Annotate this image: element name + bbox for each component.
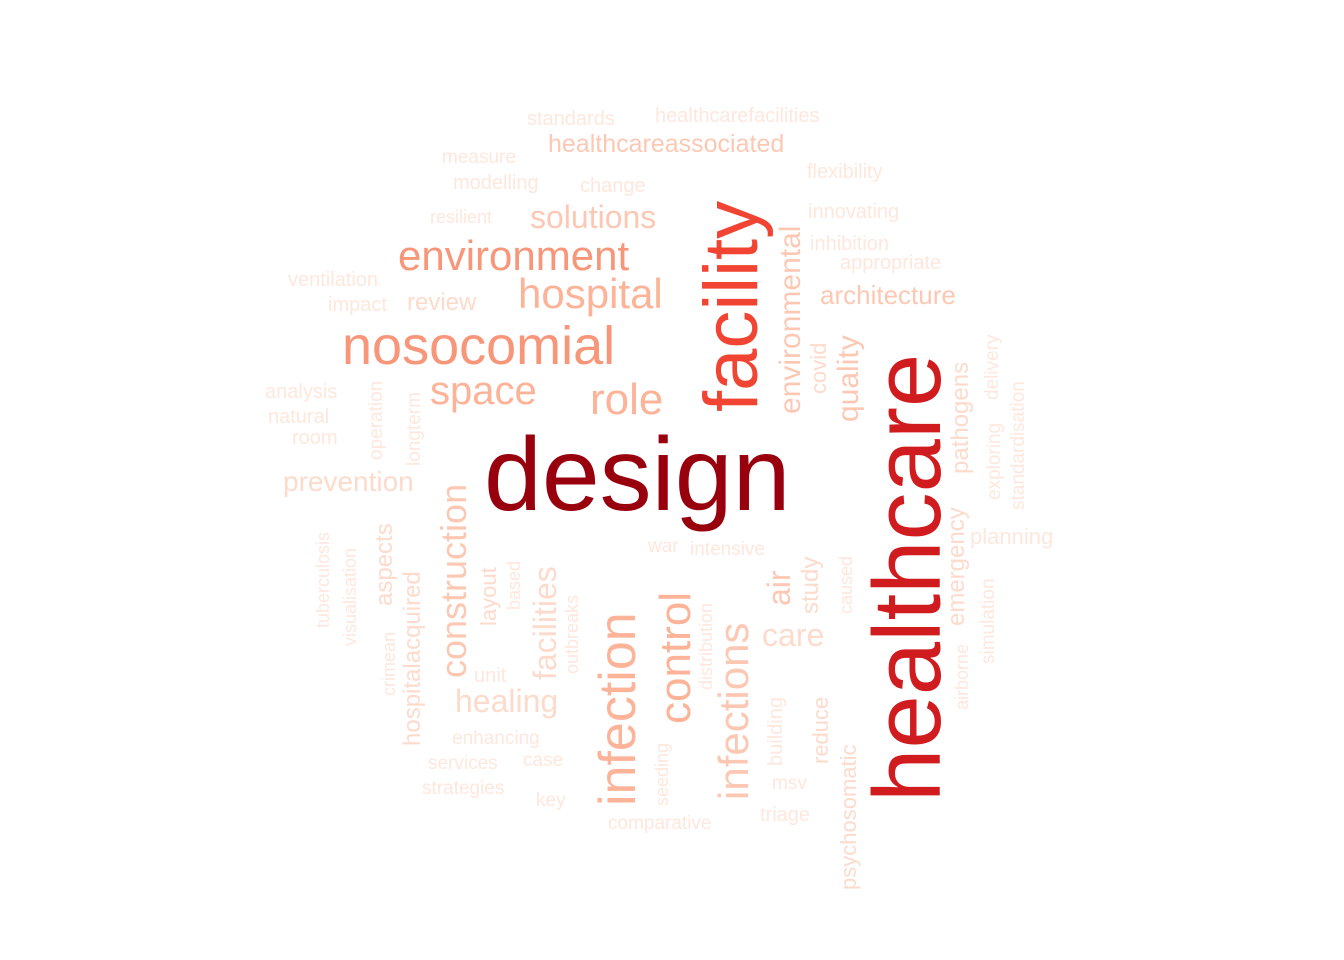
word-healthcarefacilities: healthcarefacilities (655, 105, 820, 127)
word-healthcare: healthcare (854, 354, 961, 802)
word-emergency: emergency (943, 507, 970, 626)
word-covid: covid (806, 343, 831, 394)
word-change: change (580, 175, 646, 197)
word-healing: healing (455, 683, 558, 719)
word-psychosomatic: psychosomatic (836, 744, 861, 890)
word-environmental: environmental (774, 226, 807, 414)
word-innovating: innovating (808, 201, 899, 223)
word-healthcareassociated: healthcareassociated (548, 130, 784, 158)
word-resilient: resilient (430, 207, 492, 227)
word-caused: caused (836, 556, 856, 614)
word-inhibition: inhibition (810, 233, 889, 255)
word-quality: quality (832, 335, 865, 422)
word-measure: measure (442, 147, 516, 168)
word-exploring: exploring (984, 423, 1005, 500)
word-standardisation: standardisation (1008, 381, 1029, 510)
word-architecture: architecture (820, 280, 956, 310)
word-msv: msv (772, 773, 807, 794)
word-war: war (647, 536, 679, 557)
word-facilities: facilities (527, 566, 563, 680)
word-room: room (292, 427, 338, 449)
word-aspects: aspects (371, 523, 398, 606)
word-services: services (428, 753, 498, 774)
word-unit: unit (474, 665, 507, 687)
word-facility: facility (689, 201, 774, 412)
word-triage: triage (760, 804, 810, 826)
word-crimean: crimean (379, 632, 399, 696)
word-comparative: comparative (608, 813, 712, 834)
word-study: study (797, 557, 824, 614)
word-tuberculosis: tuberculosis (313, 532, 333, 628)
word-pathogens: pathogens (947, 362, 974, 474)
word-ventilation: ventilation (288, 269, 378, 291)
word-modelling: modelling (453, 172, 539, 194)
word-strategies: strategies (422, 778, 504, 799)
word-review: review (407, 289, 477, 316)
word-impact: impact (328, 294, 387, 316)
word-reduce: reduce (808, 697, 833, 764)
word-visualisation: visualisation (340, 548, 360, 646)
word-analysis: analysis (265, 381, 337, 403)
word-nosocomial: nosocomial (342, 316, 615, 376)
word-design: design (484, 417, 790, 533)
word-outbreaks: outbreaks (562, 595, 582, 674)
word-intensive: intensive (690, 539, 765, 560)
word-building: building (765, 697, 787, 766)
word-role: role (590, 375, 663, 424)
word-natural: natural (268, 406, 329, 428)
word-based: based (504, 561, 524, 610)
word-construction: construction (433, 484, 474, 678)
word-solutions: solutions (530, 199, 656, 235)
word-delivery: delivery (982, 334, 1003, 400)
word-operation: operation (366, 381, 387, 460)
word-layout: layout (476, 567, 501, 626)
word-hospitalacquired: hospitalacquired (399, 571, 426, 746)
word-seeding: seeding (652, 743, 672, 806)
word-care: care (762, 617, 824, 653)
word-space: space (430, 369, 537, 413)
word-planning: planning (970, 524, 1053, 549)
word-airborne: airborne (952, 644, 972, 710)
word-distribution: distribution (696, 603, 716, 690)
word-key: key (536, 790, 566, 811)
word-standards: standards (527, 108, 615, 130)
word-flexibility: flexibility (807, 161, 883, 183)
word-enhancing: enhancing (452, 728, 540, 749)
word-control: control (651, 592, 700, 724)
word-longterm: longterm (404, 392, 425, 466)
word-hospital: hospital (518, 270, 663, 317)
word-infection: infection (589, 612, 647, 806)
word-simulation: simulation (978, 578, 999, 664)
word-air: air (761, 570, 797, 606)
word-infections: infections (710, 623, 757, 800)
word-appropriate: appropriate (840, 252, 941, 274)
word-environment: environment (398, 232, 629, 279)
word-case: case (523, 750, 563, 771)
word-prevention: prevention (283, 466, 414, 497)
